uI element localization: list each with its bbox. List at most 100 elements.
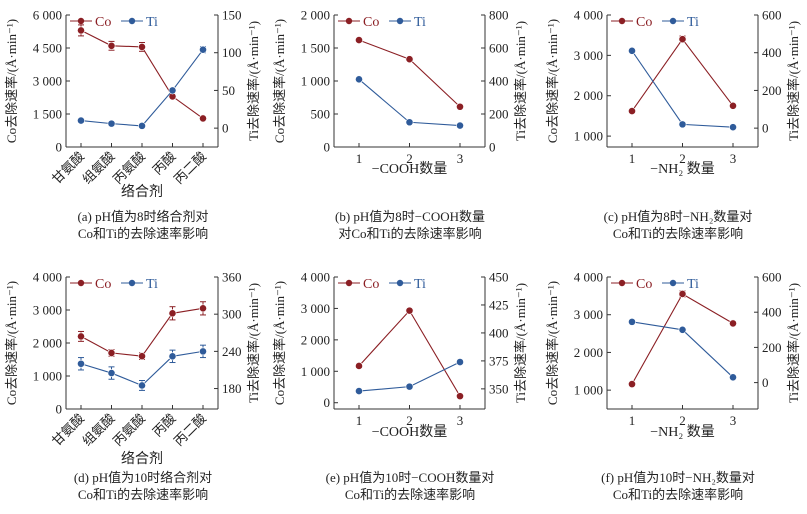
legend-co-label: Co [95,277,111,292]
left-tick-label: 4 000 [574,270,603,285]
legend-co-marker [77,279,85,287]
series-ti [355,75,464,130]
right-tick-label: 400 [762,305,782,320]
left-tick-label: 3 000 [33,303,62,318]
x-axis-label: −NH₂ 数量 [650,424,715,440]
left-tick-label: 0 [324,140,331,155]
data-point [628,46,636,55]
right-axis-label: Ti去除速率/(Å·min⁻¹) [246,21,261,141]
panel-f: 1 000 2 000 3 000 4 000 0 200 400 600 1 2 3 −NH₂ 数量… [545,270,801,441]
x-tick-label: 丙二酸 [171,149,209,187]
right-tick-label: 0 [489,140,496,155]
data-point [355,36,363,44]
legend-co-marker [77,17,85,25]
caption-line-1: (f) pH值为10时−NH₂数量对 [601,470,755,485]
left-tick-label: 2 000 [301,332,330,347]
series-line [631,38,734,112]
legend-ti-marker [669,17,677,25]
right-tick-label: 600 [489,41,509,56]
data-point [107,119,116,128]
x-axis-label: −NH₂ 数量 [650,161,715,177]
legend-co-label: Co [95,15,111,30]
left-tick-label: 0 [56,402,63,417]
right-tick-label: 200 [489,107,509,122]
series-co [628,35,737,115]
legend: Co Ti [611,15,699,30]
data-point [678,325,687,334]
x-axis-label: 络合剂 [121,184,163,200]
left-tick-label: 3 000 [33,74,62,89]
right-tick-label: 0 [762,375,769,390]
legend-ti-label: Ti [146,277,158,292]
series-line [80,49,204,127]
caption-f: (f) pH值为10时−NH₂数量对 Co和Ti的去除速率影响 [548,469,807,503]
caption-a: (a) pH值为8时络合剂对 Co和Ti的去除速率影响 [13,208,273,242]
legend-co-label: Co [363,15,379,30]
x-tick-label: 1 [356,413,363,428]
series-line [358,39,461,108]
data-point [77,26,85,35]
legend-co-marker [345,17,353,25]
x-axis-label: −COOH数量 [372,161,448,177]
right-tick-label: 400 [489,74,509,89]
caption-line-2: Co和Ti的去除速率影响 [77,487,209,502]
legend-ti-label: Ti [146,15,158,30]
x-tick-label: 丙氨酸 [110,411,148,449]
data-point [678,120,687,129]
left-axis-label: Co去除速率/(Å·min⁻¹) [4,281,19,405]
legend: Co Ti [70,15,158,30]
right-tick-label: 200 [762,340,782,355]
panel-b: 0 500 1 000 1 500 2 000 0 200 400 600 800 1 2 3 −COOH… [272,8,528,178]
series-co [628,290,737,389]
data-point [729,319,737,328]
legend-co-marker [345,279,353,287]
x-tick-label: 丙氨酸 [110,149,148,187]
left-tick-label: 2 000 [574,88,603,103]
caption-d: (d) pH值为10时络合剂对 Co和Ti的去除速率影响 [13,469,273,503]
data-point [138,381,146,390]
legend: Co Ti [611,277,699,292]
left-tick-label: 500 [311,107,331,122]
right-tick-label: 180 [222,381,242,396]
right-tick-label: 400 [762,45,782,60]
data-point [405,382,414,391]
legend-ti-label: Ti [687,15,699,30]
x-tick-label: 3 [730,413,737,428]
data-point [138,352,146,361]
data-point [628,107,636,115]
data-point [168,309,177,318]
x-tick-label: 2 [679,413,686,428]
data-point [199,114,207,123]
left-tick-label: 1 500 [301,41,330,56]
x-tick-label: 1 [629,151,636,166]
data-point [456,121,464,130]
data-point [138,121,146,130]
left-tick-label: 1 000 [33,369,62,384]
series-co [355,36,464,111]
caption-line-1: (e) pH值为10时−COOH数量对 [325,470,495,485]
series-ti [77,45,207,130]
data-point [199,45,207,54]
left-tick-label: 2 000 [33,336,62,351]
data-point [199,347,207,356]
left-tick-label: 2 000 [574,345,603,360]
legend-co-marker [618,279,626,287]
legend-ti-marker [128,279,136,287]
left-axis-label: Co去除速率/(Å·min⁻¹) [272,281,287,405]
data-point [138,43,146,51]
caption-line-1: (c) pH值为8时−NH₂数量对 [603,209,753,224]
right-tick-label: 425 [489,297,509,312]
legend-ti-marker [396,17,404,25]
data-point [77,332,85,341]
legend: Co Ti [70,277,158,292]
x-tick-label: 3 [457,151,464,166]
right-tick-label: 360 [222,270,242,285]
data-point [405,55,414,64]
right-tick-label: 800 [489,8,509,23]
panel-c: 1 000 2 000 3 000 4 000 0 200 400 600 1 2 3 −NH₂ 数量… [545,8,801,178]
left-tick-label: 1 000 [574,383,603,398]
data-point [456,392,464,401]
series-ti [355,358,464,396]
